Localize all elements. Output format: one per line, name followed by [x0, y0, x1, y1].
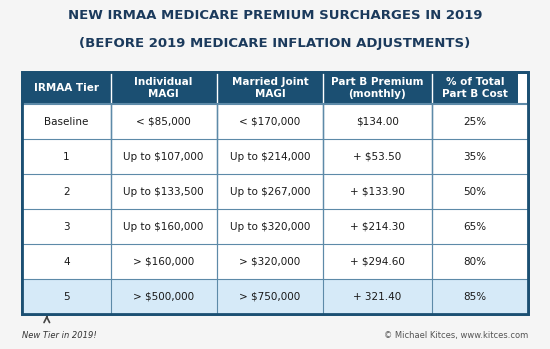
- Text: 4: 4: [63, 257, 70, 267]
- Text: IRMAA Tier: IRMAA Tier: [34, 83, 99, 93]
- Text: 5: 5: [63, 292, 70, 302]
- Text: NEW IRMAA MEDICARE PREMIUM SURCHARGES IN 2019: NEW IRMAA MEDICARE PREMIUM SURCHARGES IN…: [68, 9, 482, 22]
- Text: 2: 2: [63, 187, 70, 197]
- Text: 85%: 85%: [463, 292, 486, 302]
- Text: + $294.60: + $294.60: [350, 257, 405, 267]
- Text: + $53.50: + $53.50: [353, 152, 402, 162]
- Text: < $85,000: < $85,000: [136, 117, 191, 127]
- Text: 3: 3: [63, 222, 70, 232]
- Text: + 321.40: + 321.40: [353, 292, 402, 302]
- Text: > $320,000: > $320,000: [239, 257, 300, 267]
- Text: + $133.90: + $133.90: [350, 187, 405, 197]
- Text: Baseline: Baseline: [44, 117, 89, 127]
- Text: Up to $267,000: Up to $267,000: [230, 187, 310, 197]
- Text: Up to $133,500: Up to $133,500: [123, 187, 204, 197]
- Text: Individual
MAGI: Individual MAGI: [135, 77, 193, 99]
- Text: © Michael Kitces, www.kitces.com: © Michael Kitces, www.kitces.com: [384, 331, 528, 340]
- Text: Up to $107,000: Up to $107,000: [124, 152, 204, 162]
- Text: < $170,000: < $170,000: [239, 117, 300, 127]
- Text: 1: 1: [63, 152, 70, 162]
- Text: % of Total
Part B Cost: % of Total Part B Cost: [442, 77, 508, 99]
- Text: Up to $320,000: Up to $320,000: [230, 222, 310, 232]
- Text: 65%: 65%: [463, 222, 486, 232]
- Text: > $750,000: > $750,000: [239, 292, 300, 302]
- Text: Married Joint
MAGI: Married Joint MAGI: [232, 77, 309, 99]
- Text: New Tier in 2019!: New Tier in 2019!: [22, 331, 97, 340]
- Text: > $500,000: > $500,000: [133, 292, 194, 302]
- Text: Up to $214,000: Up to $214,000: [230, 152, 310, 162]
- Text: 35%: 35%: [463, 152, 486, 162]
- Text: 25%: 25%: [463, 117, 486, 127]
- Text: 50%: 50%: [463, 187, 486, 197]
- Text: + $214.30: + $214.30: [350, 222, 405, 232]
- Text: > $160,000: > $160,000: [133, 257, 194, 267]
- Text: (BEFORE 2019 MEDICARE INFLATION ADJUSTMENTS): (BEFORE 2019 MEDICARE INFLATION ADJUSTME…: [79, 37, 471, 50]
- Text: $134.00: $134.00: [356, 117, 399, 127]
- Text: Up to $160,000: Up to $160,000: [124, 222, 204, 232]
- Text: Part B Premium
(monthly): Part B Premium (monthly): [331, 77, 424, 99]
- Text: 80%: 80%: [463, 257, 486, 267]
